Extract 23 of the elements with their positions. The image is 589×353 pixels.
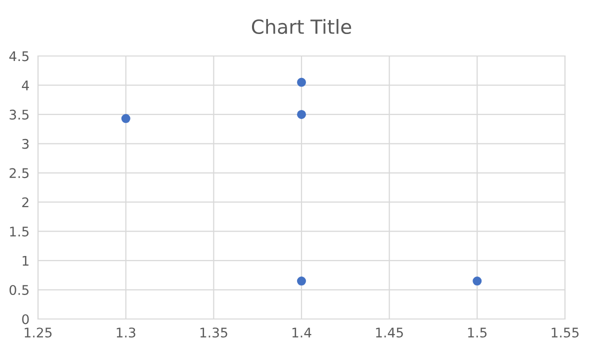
y-tick-label: 1: [22, 256, 28, 266]
x-tick-label: 1.35: [200, 328, 228, 338]
y-tick-label: 4.5: [9, 51, 29, 62]
x-tick-label: 1.5: [468, 328, 487, 338]
point: [121, 114, 130, 124]
chart-title: Chart Title: [252, 19, 352, 34]
y-tick-label: 0: [22, 314, 29, 324]
x-tick-label: 1.3: [116, 328, 136, 338]
y-tick-label: 1.5: [10, 226, 29, 237]
y-tick-label: 2: [22, 197, 28, 208]
y-tick-label: 3.5: [10, 110, 29, 120]
y-tick-label: 3: [22, 138, 29, 149]
point: [297, 78, 306, 87]
x-tick-label: 1.55: [552, 328, 579, 338]
x-tick-label: 1.45: [376, 328, 403, 338]
y-tick-label: 4: [22, 80, 29, 90]
x-tick-label: 1.25: [24, 328, 52, 338]
x-tick-label: 1.4: [292, 328, 312, 338]
y-tick-label: 0.5: [10, 285, 29, 295]
point: [297, 110, 306, 119]
y-tick-label: 2.5: [10, 168, 29, 178]
point: [297, 276, 306, 286]
point: [472, 276, 482, 286]
